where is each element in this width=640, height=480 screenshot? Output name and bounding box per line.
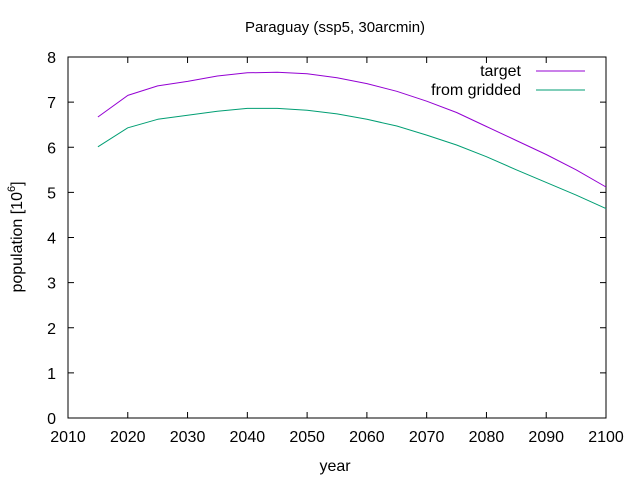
y-tick-label: 5	[47, 185, 56, 202]
x-tick-label: 2040	[230, 429, 266, 446]
x-tick-label: 2050	[289, 429, 325, 446]
x-tick-label: 2010	[50, 429, 86, 446]
plot-border	[67, 56, 607, 419]
x-tick-label: 2090	[528, 429, 564, 446]
y-axis-label-suffix: ]	[9, 181, 26, 185]
legend: target from gridded	[431, 63, 585, 99]
y-tick-label: 7	[47, 95, 56, 112]
x-axis-label: year	[319, 458, 351, 475]
x-tick-label: 2020	[110, 429, 146, 446]
y-tick-label: 3	[47, 276, 56, 293]
y-tick-label: 8	[47, 50, 56, 67]
legend-label-1: target	[480, 63, 521, 80]
x-tick-label: 2060	[349, 429, 385, 446]
y-axis: 0 1 2 3 4 5 6 7 8	[47, 50, 606, 428]
series-line-2	[97, 107, 607, 210]
plot-frame	[67, 56, 607, 419]
legend-label-2: from gridded	[431, 82, 521, 99]
series-line-1	[97, 71, 607, 188]
x-tick-label: 2080	[469, 429, 505, 446]
x-tick-label: 2030	[170, 429, 206, 446]
y-axis-label-prefix: population [10	[9, 192, 26, 293]
chart-title: Paraguay (ssp5, 30arcmin)	[245, 19, 425, 36]
x-axis: 2010 2020 2030 2040 2050 2060 2070 2080 2090 2100	[50, 57, 624, 446]
series-layer	[97, 71, 607, 210]
y-tick-label: 0	[47, 411, 56, 428]
y-axis-label: population [106]	[6, 181, 26, 292]
y-tick-label: 1	[47, 366, 56, 383]
y-axis-label-exponent: 6	[6, 186, 18, 192]
x-tick-label: 2100	[588, 429, 624, 446]
x-tick-label: 2070	[409, 429, 445, 446]
y-tick-label: 2	[47, 321, 56, 338]
y-tick-label: 4	[47, 231, 56, 248]
y-tick-label: 6	[47, 140, 56, 157]
